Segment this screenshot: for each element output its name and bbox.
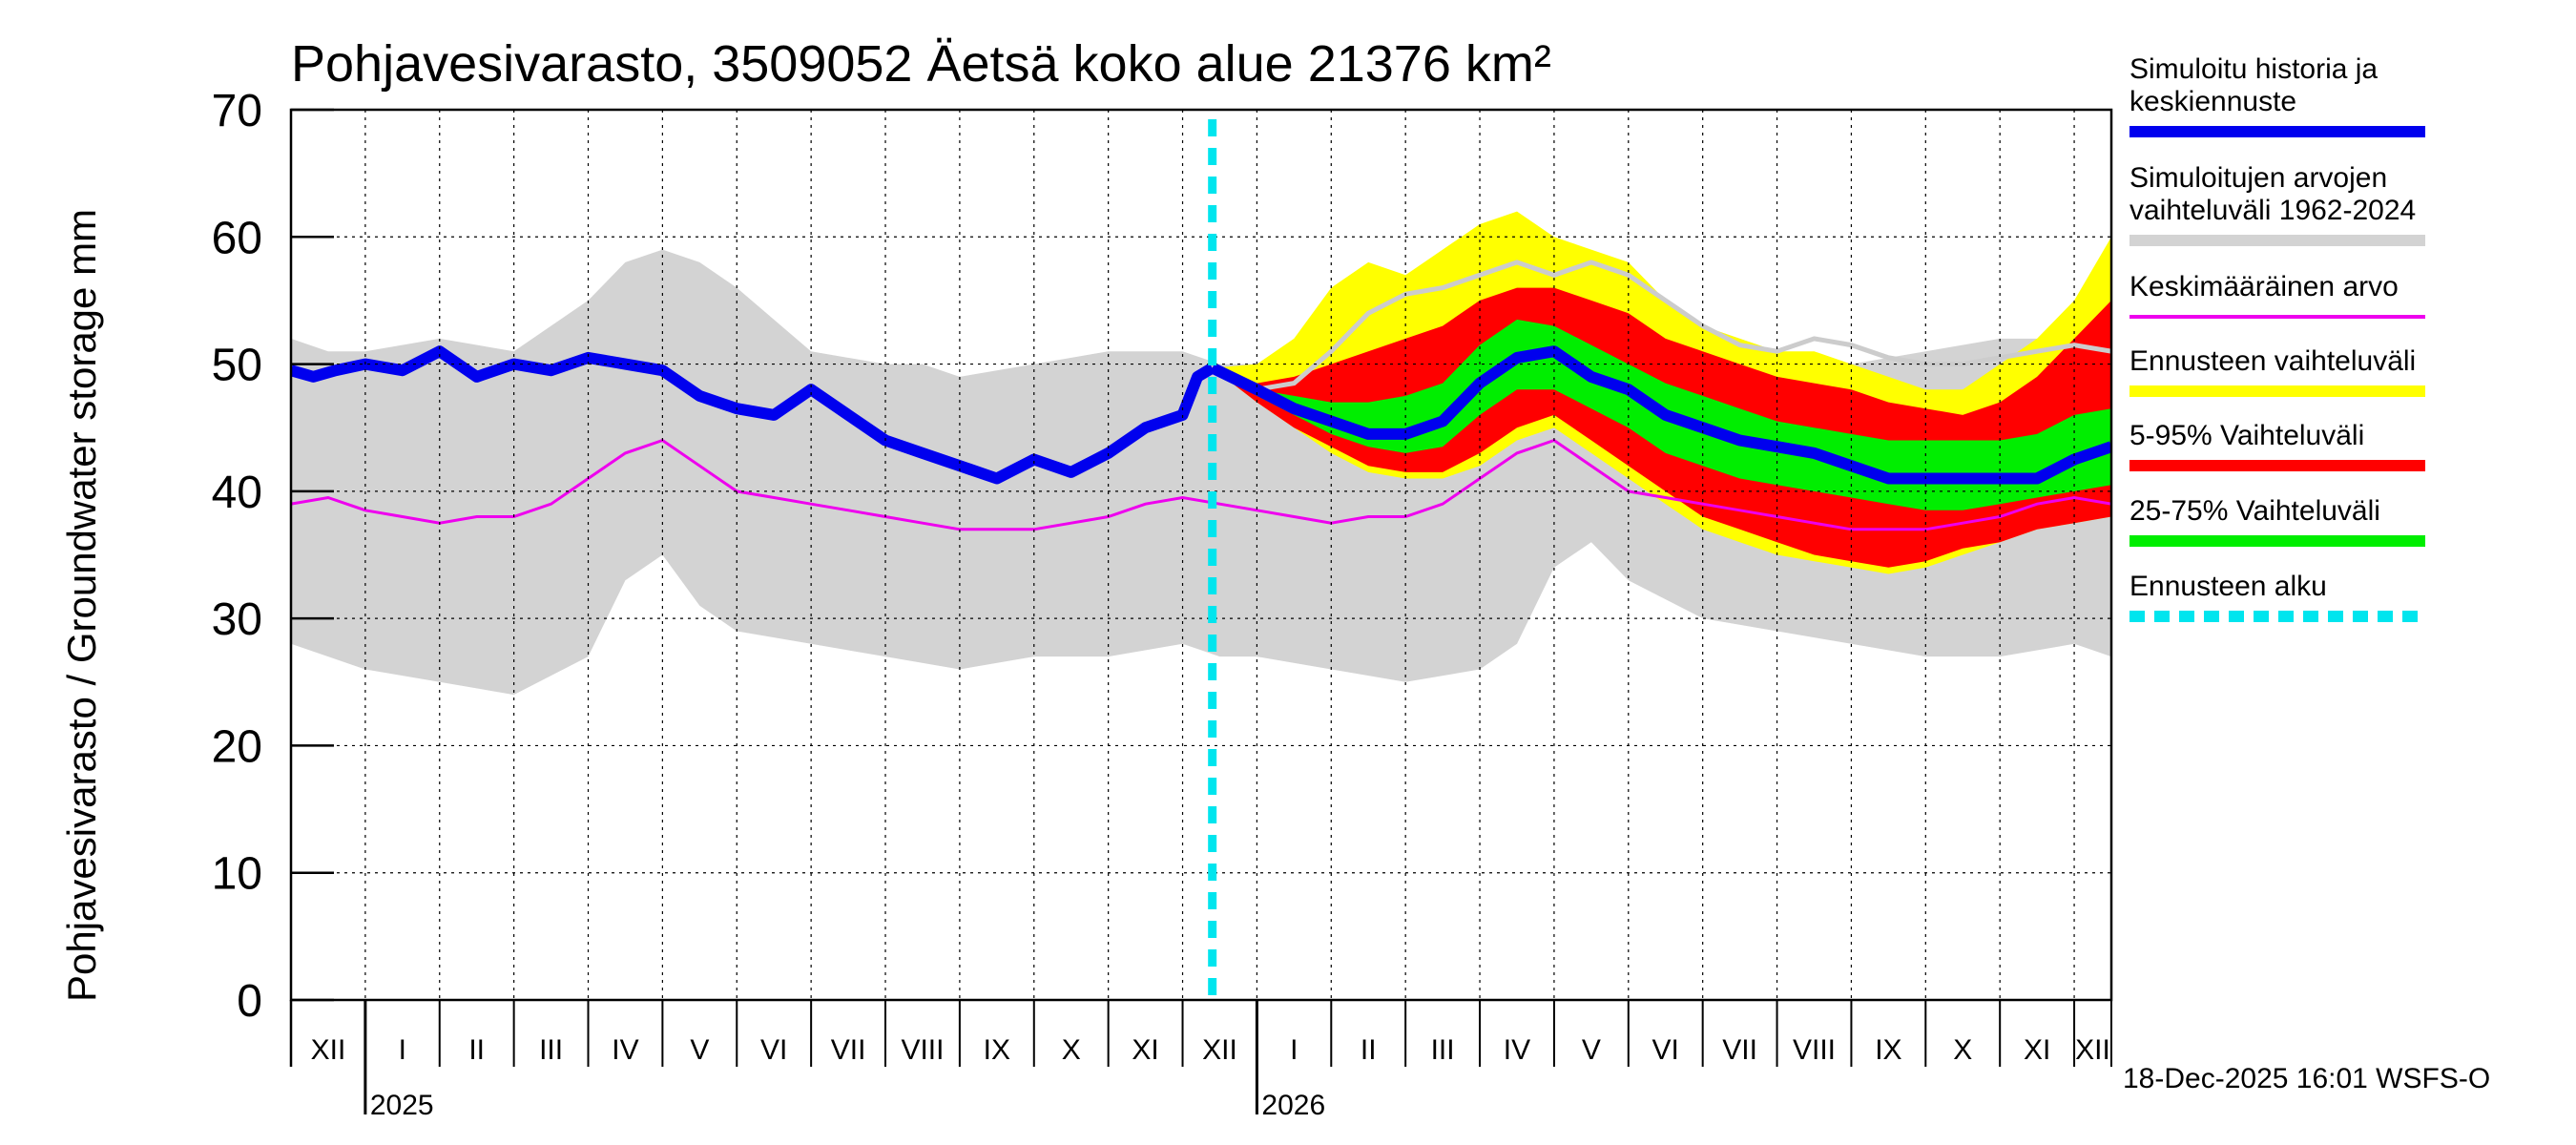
legend-label: Keskimääräinen arvo bbox=[2129, 271, 2399, 302]
y-tick-label: 30 bbox=[212, 594, 262, 645]
month-label: VI bbox=[760, 1034, 787, 1066]
month-label: XII bbox=[311, 1034, 346, 1066]
timestamp: 18-Dec-2025 16:01 WSFS-O bbox=[2123, 1063, 2490, 1094]
month-label: VII bbox=[831, 1034, 866, 1066]
legend-label-line: Simuloitu historia ja bbox=[2129, 53, 2378, 85]
month-label: XII bbox=[2075, 1034, 2110, 1066]
month-label: XII bbox=[1202, 1034, 1237, 1066]
y-tick-label: 70 bbox=[212, 86, 262, 136]
y-tick-label: 40 bbox=[212, 468, 262, 518]
month-label: IV bbox=[612, 1034, 638, 1066]
y-tick-label: 50 bbox=[212, 341, 262, 391]
month-label: X bbox=[1062, 1034, 1081, 1066]
month-label: III bbox=[539, 1034, 563, 1066]
y-tick-label: 0 bbox=[237, 976, 262, 1027]
month-label: I bbox=[399, 1034, 406, 1066]
y-tick-label: 10 bbox=[212, 849, 262, 900]
month-label: I bbox=[1290, 1034, 1298, 1066]
legend-label: 25-75% Vaihteluväli bbox=[2129, 495, 2380, 527]
y-tick-label: 20 bbox=[212, 721, 262, 772]
grid bbox=[291, 110, 2111, 1000]
legend-label: Ennusteen vaihteluväli bbox=[2129, 345, 2416, 377]
legend-label: Ennusteen alku bbox=[2129, 571, 2327, 602]
history-line bbox=[291, 345, 1215, 485]
plot-area bbox=[291, 211, 2111, 696]
month-label: IV bbox=[1504, 1034, 1530, 1066]
month-label: IX bbox=[984, 1034, 1010, 1066]
month-label: II bbox=[1361, 1034, 1377, 1066]
forecast-mean-line bbox=[1210, 345, 2111, 485]
month-label: II bbox=[468, 1034, 485, 1066]
legend-label-line: keskiennuste bbox=[2129, 86, 2296, 117]
month-label: III bbox=[1431, 1034, 1455, 1066]
legend: Simuloitu historia ja keskiennusteSimuloi… bbox=[2129, 53, 2425, 622]
plot-clipped bbox=[291, 211, 2111, 696]
month-label: VII bbox=[1722, 1034, 1757, 1066]
legend-label: Simuloitu historia ja keskiennuste bbox=[2129, 53, 2378, 117]
year-label: 2026 bbox=[1261, 1090, 1325, 1121]
month-label: XI bbox=[2024, 1034, 2050, 1066]
plot-frame bbox=[289, 108, 2113, 1002]
month-label: VIII bbox=[1793, 1034, 1836, 1066]
month-label: VI bbox=[1652, 1034, 1679, 1066]
y-tick-label: 60 bbox=[212, 213, 262, 263]
legend-label: 5-95% Vaihteluväli bbox=[2129, 420, 2364, 451]
legend-label-line: vaihteluväli 1962-2024 bbox=[2129, 195, 2416, 226]
month-label: X bbox=[1953, 1034, 1972, 1066]
month-label: XI bbox=[1132, 1034, 1158, 1066]
legend-label: Simuloitujen arvojen vaihteluväli 1962-20… bbox=[2129, 162, 2416, 226]
legend-label-line: Simuloitujen arvojen bbox=[2129, 162, 2387, 194]
month-label: IX bbox=[1875, 1034, 1901, 1066]
y-axis-label: Pohjavesivarasto / Groundwater storage m… bbox=[59, 209, 104, 1002]
year-label: 2025 bbox=[370, 1090, 434, 1121]
chart-title: Pohjavesivarasto, 3509052 Äetsä koko alu… bbox=[291, 35, 1551, 93]
month-label: V bbox=[1582, 1034, 1601, 1066]
mean-line bbox=[291, 438, 2111, 531]
month-label: V bbox=[690, 1034, 709, 1066]
month-label: VIII bbox=[901, 1034, 944, 1066]
